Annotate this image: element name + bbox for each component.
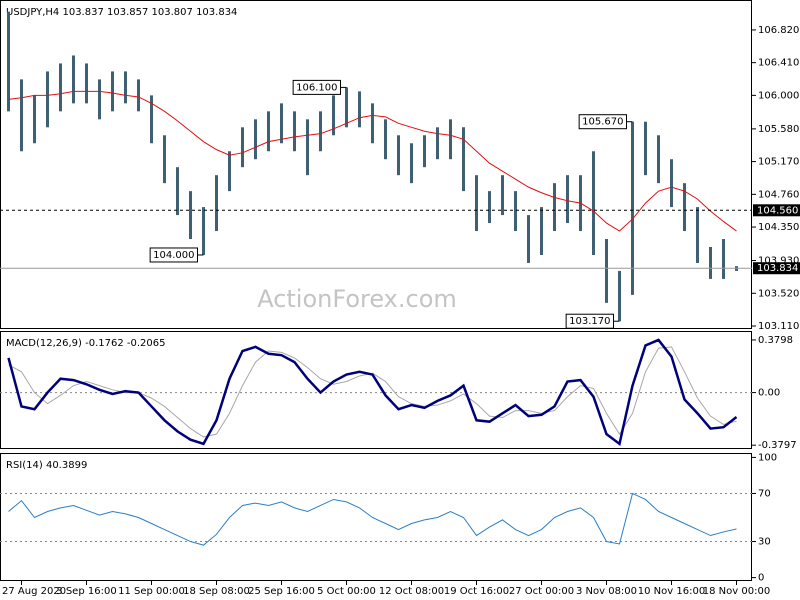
x-tick-label: 27 Aug 2020	[2, 586, 66, 597]
y-tick-label: 70	[758, 488, 771, 499]
annotation: 106.100	[292, 79, 347, 95]
watermark: ActionForex.com	[257, 285, 457, 313]
y-tick-label: 103.110	[758, 321, 799, 332]
x-tick-label: 12 Oct 08:00	[379, 586, 444, 597]
price-box	[753, 262, 800, 275]
y-tick-label: 106.000	[758, 90, 799, 101]
panel-title: RSI(14) 40.3899	[6, 460, 87, 471]
y-tick-label: 105.580	[758, 124, 799, 135]
annotation: 103.170	[565, 313, 620, 329]
panel-frame	[0, 453, 752, 581]
annotation: 105.670	[578, 114, 633, 130]
y-tick-label: 106.410	[758, 58, 799, 69]
y-tick-label: 30	[758, 537, 771, 548]
panel-title: MACD(12,26,9) -0.1762 -0.2065	[6, 338, 166, 349]
moving-average	[8, 90, 737, 232]
price-box-label: 104.560	[757, 205, 798, 216]
price-box	[753, 204, 800, 217]
panel-frame	[0, 331, 752, 449]
x-tick-label: 18 Sep 08:00	[183, 586, 250, 597]
x-tick-label: 3 Nov 08:00	[576, 586, 637, 597]
y-tick-label: 104.350	[758, 222, 799, 233]
y-tick-label: 0.00	[758, 388, 780, 399]
annotation-label: 105.670	[582, 117, 623, 128]
x-tick-label: 11 Sep 00:00	[118, 586, 185, 597]
y-tick-label: 104.760	[758, 189, 799, 200]
y-tick-label: -0.3797	[758, 440, 797, 451]
y-tick-label: 0	[758, 573, 764, 584]
x-tick-label: 25 Sep 16:00	[248, 586, 315, 597]
y-tick-label: 106.820	[758, 25, 799, 36]
y-tick-label: 103.930	[758, 256, 799, 267]
panel-frame	[0, 0, 752, 329]
y-tick-label: 105.170	[758, 157, 799, 168]
annotation-label: 103.170	[569, 316, 610, 327]
indicator-line	[8, 492, 737, 546]
x-tick-label: 18 Nov 00:00	[703, 586, 770, 597]
x-tick-label: 19 Oct 16:00	[444, 586, 509, 597]
panel-title: USDJPY,H4 103.837 103.857 103.807 103.83…	[6, 7, 237, 18]
annotation-label: 106.100	[296, 82, 337, 93]
price-box-label: 103.834	[757, 263, 798, 274]
macd-line	[7, 338, 738, 446]
x-tick-label: 5 Oct 00:00	[317, 586, 376, 597]
y-tick-label: 0.3798	[758, 335, 793, 346]
x-tick-label: 27 Oct 00:00	[509, 586, 574, 597]
x-tick-label: 10 Nov 16:00	[638, 586, 705, 597]
annotation: 104.000	[149, 247, 204, 263]
x-tick-label: 3 Sep 16:00	[56, 586, 116, 597]
annotation-label: 104.000	[153, 250, 194, 261]
y-tick-label: 100	[758, 452, 777, 463]
y-tick-label: 103.520	[758, 288, 799, 299]
